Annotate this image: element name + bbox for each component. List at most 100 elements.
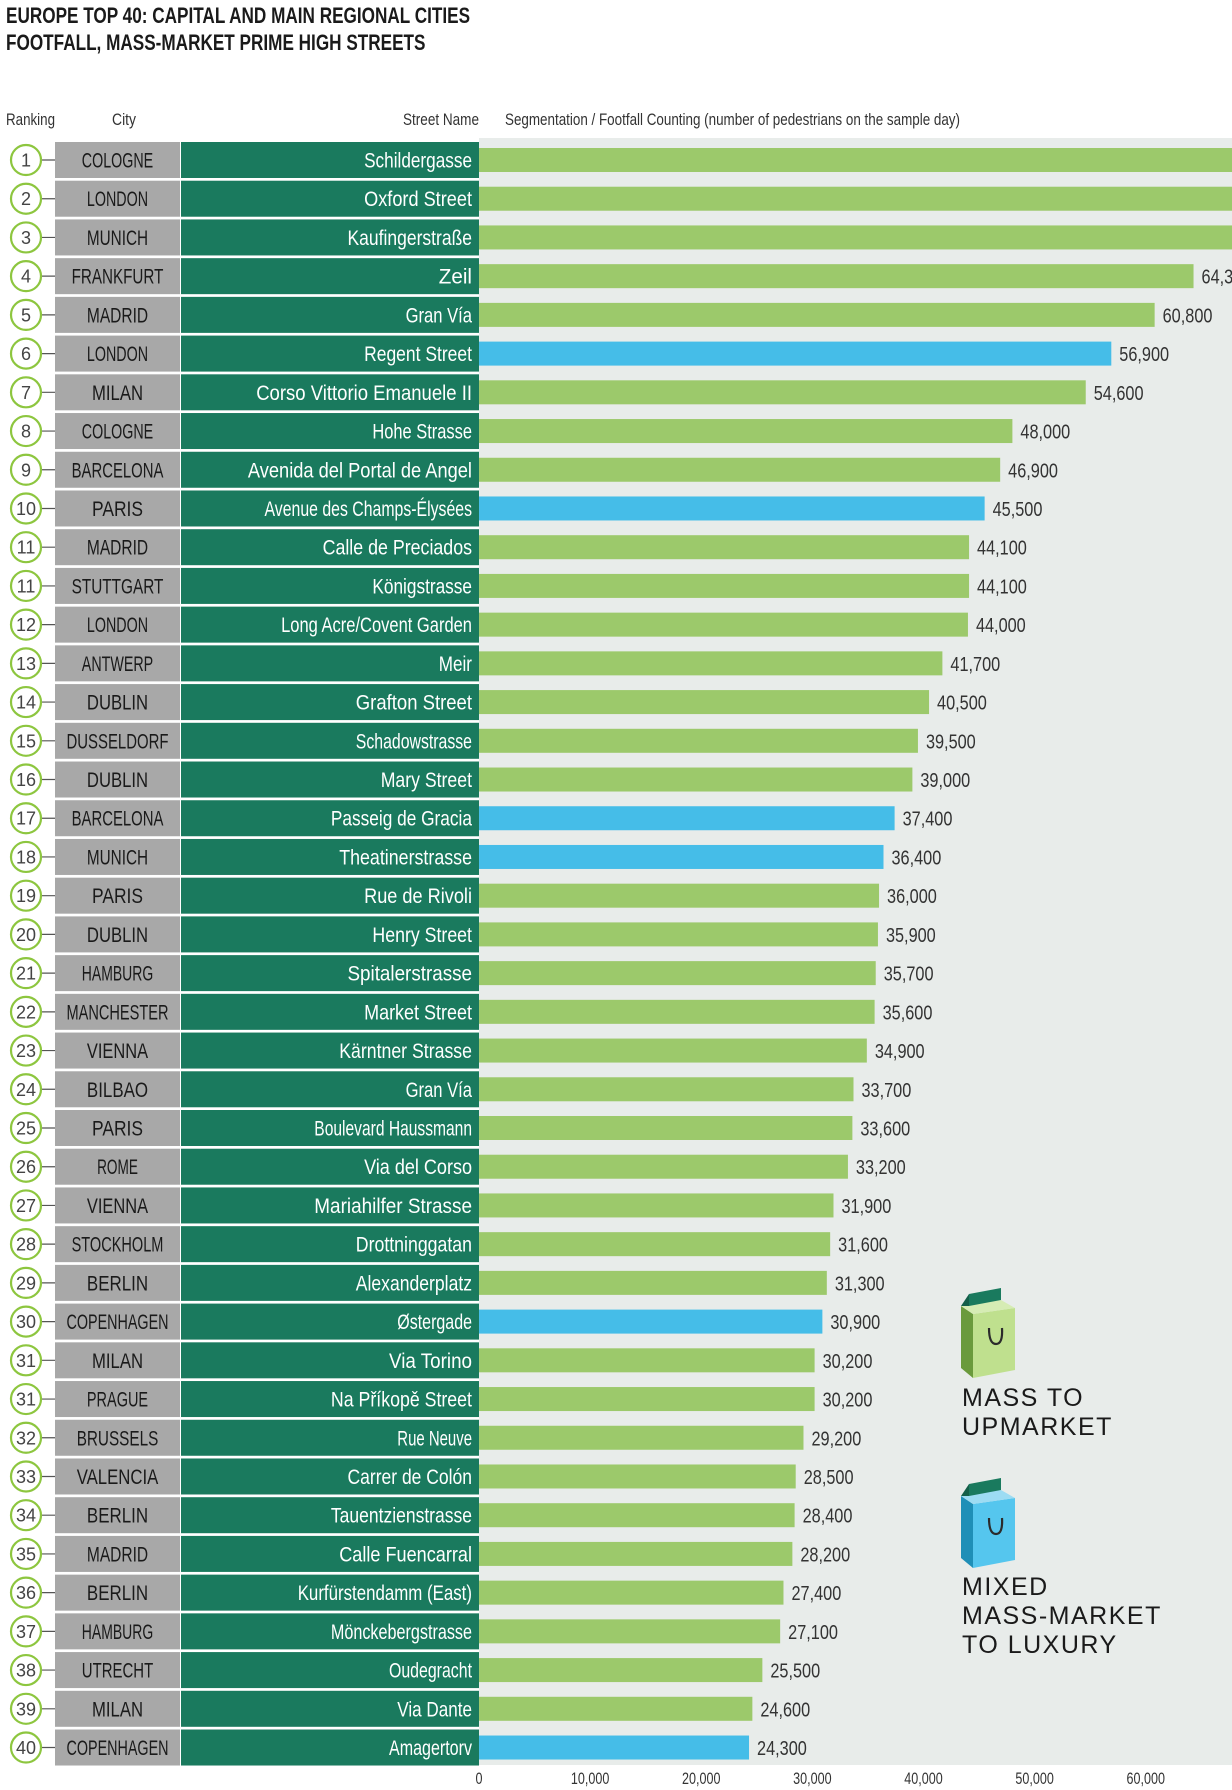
footfall-bar [479, 1077, 854, 1102]
bar-value-label: 56,900 [1119, 344, 1169, 366]
city-name: ANTWERP [82, 653, 153, 676]
footfall-bar [479, 961, 876, 986]
street-name: Amagertorv [389, 1737, 472, 1760]
street-cell [181, 838, 479, 875]
rank-circle [9, 1073, 43, 1106]
rank-circle [9, 376, 43, 409]
rank-number: 30 [16, 1312, 36, 1332]
footfall-bar [479, 651, 943, 676]
rank-number: 31 [16, 1390, 36, 1410]
rank-circle [9, 182, 43, 215]
bar-value-label: 39,500 [926, 731, 976, 753]
city-name: STUTTGART [72, 575, 164, 598]
bar-value-label: 46,900 [1008, 460, 1058, 482]
bar-value-label: 30,900 [830, 1312, 880, 1334]
street-cell [181, 993, 479, 1030]
city-cell [55, 1110, 180, 1146]
bar-value-label: 33,200 [856, 1157, 906, 1179]
street-cell [181, 1690, 479, 1727]
footfall-bar [479, 496, 985, 521]
street-cell [181, 1729, 479, 1766]
city-cell [55, 761, 180, 798]
rank-circle [9, 957, 43, 990]
bar-value-label: 35,900 [886, 925, 936, 947]
city-name: HAMBURG [82, 963, 153, 986]
street-cell [181, 684, 479, 721]
rank-number: 23 [16, 1041, 36, 1061]
rank-circle [9, 995, 43, 1028]
city-name: MUNICH [87, 227, 148, 250]
street-cell [181, 1652, 479, 1689]
bar-value-label: 24,600 [760, 1699, 810, 1721]
bar-value-label: 28,500 [804, 1467, 854, 1489]
footfall-bar [479, 690, 930, 715]
street-cell [181, 645, 479, 682]
rank-circle [9, 1653, 43, 1687]
street-name: Theatinerstrasse [339, 846, 472, 869]
rank-number: 15 [16, 731, 36, 751]
city-name: VALENCIA [77, 1466, 159, 1489]
city-cell [55, 1148, 180, 1185]
rank-circle [9, 1150, 43, 1183]
city-cell [55, 1303, 180, 1340]
rank-circle [9, 531, 43, 564]
street-cell [181, 916, 479, 953]
city-name: MILAN [92, 382, 143, 405]
chart-title: EUROPE TOP 40: CAPITAL AND MAIN REGIONAL… [6, 2, 552, 56]
city-name: BARCELONA [72, 459, 164, 482]
city-name: LONDON [87, 188, 148, 211]
footfall-bar [479, 1735, 750, 1760]
rank-circle [9, 1111, 43, 1145]
rank-circle [9, 1189, 43, 1222]
street-name: Rue de Rivoli [364, 885, 472, 908]
rank-circle [9, 1615, 43, 1648]
legend-label-line: TO LUXURY [962, 1631, 1118, 1659]
city-cell [55, 606, 180, 643]
street-name: Regent Street [364, 343, 472, 366]
x-tick-label: 60,000 [1127, 1769, 1165, 1788]
plot-background [479, 138, 1232, 1765]
street-name: Schildergasse [364, 150, 472, 173]
city-cell [55, 529, 180, 566]
legend-label-mass-to-upmarket: MASS TO UPMARKET [962, 1384, 1113, 1442]
street-name: Calle Fuencarral [339, 1543, 472, 1566]
rank-number: 1 [21, 151, 31, 171]
city-name: VIENNA [87, 1040, 148, 1063]
footfall-bar [479, 225, 1232, 250]
rank-number: 39 [16, 1699, 36, 1719]
footfall-bar [479, 1038, 867, 1063]
city-cell [55, 451, 180, 488]
city-cell [55, 1187, 180, 1224]
bar-value-label: 25,500 [770, 1661, 820, 1683]
street-name: Mönckebergstrasse [331, 1621, 472, 1644]
rank-circle [9, 337, 43, 370]
legend-label-line: MASS-MARKET [962, 1602, 1162, 1630]
rank-number: 33 [16, 1467, 36, 1487]
legend-label-line: UPMARKET [962, 1413, 1113, 1441]
footfall-bar [479, 767, 913, 792]
street-cell [181, 606, 479, 643]
x-tick-label: 30,000 [793, 1769, 831, 1788]
city-cell [55, 1419, 180, 1456]
footfall-bar [479, 1116, 853, 1140]
city-name: PARIS [92, 498, 143, 521]
street-cell [181, 529, 479, 566]
footfall-bar [479, 1154, 848, 1179]
city-name: LONDON [87, 343, 148, 366]
bar-value-label: 33,700 [861, 1080, 911, 1102]
header-street-name: Street Name [403, 110, 479, 129]
street-name: Passeig de Gracia [331, 808, 472, 831]
rank-number: 11 [17, 576, 36, 596]
rank-circle [9, 1692, 43, 1725]
street-cell [181, 1497, 479, 1534]
title-line-1: EUROPE TOP 40: CAPITAL AND MAIN REGIONAL… [6, 3, 471, 28]
rank-number: 40 [16, 1738, 36, 1758]
bar-value-label: 28,200 [800, 1544, 850, 1566]
street-cell [181, 258, 479, 295]
city-cell [55, 490, 180, 527]
city-cell [55, 1226, 180, 1263]
legend-bag-icon-mass-to-upmarket [961, 1288, 1015, 1378]
city-name: FRANKFURT [72, 266, 164, 289]
rank-circle [9, 685, 43, 719]
street-cell [181, 1110, 479, 1146]
